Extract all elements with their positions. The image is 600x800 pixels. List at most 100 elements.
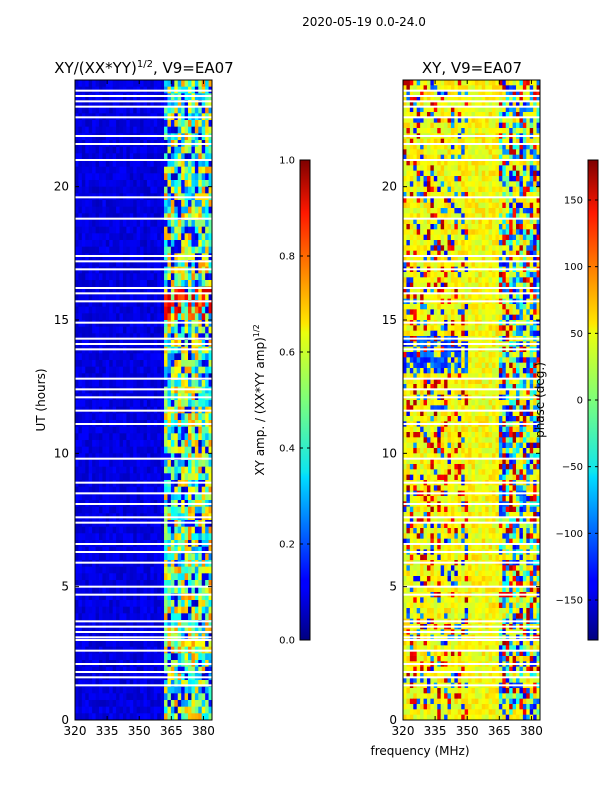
flagged-gap-line [403, 620, 540, 623]
flagged-gap-line [75, 585, 212, 588]
flagged-gap-line [75, 521, 212, 524]
flagged-gap-line [403, 593, 540, 596]
flagged-gap-line [403, 625, 540, 628]
y-tick-label: 10 [382, 446, 397, 460]
flagged-gap-line [75, 159, 212, 161]
flagged-gap-line [75, 300, 212, 303]
flagged-gap-line [75, 95, 212, 97]
colorbar-tick-label: 50 [570, 329, 583, 340]
flagged-gap-line [75, 551, 212, 553]
left-heatmap-frame [74, 79, 213, 721]
flagged-gap-line [75, 196, 212, 199]
amplitude-colorbar-ticks: 0.0 0.2 0.4 0.6 0.8 1.0 [279, 156, 310, 647]
flagged-gap-line [75, 396, 212, 399]
y-tick-label: 5 [389, 580, 397, 594]
x-tick-label: 320 [392, 724, 415, 738]
right-heatmap-frame [402, 79, 541, 721]
flagged-gap-line [75, 636, 212, 639]
flagged-gap-line [75, 625, 212, 628]
left-axes: 320 335 350 365 380 0 5 10 15 20 [54, 80, 215, 738]
y-tick-label: 15 [54, 313, 69, 327]
flagged-gap-line [75, 100, 212, 103]
flagged-gap-line [403, 388, 540, 391]
x-tick-label: 350 [128, 724, 151, 738]
flagged-gap-line [75, 260, 212, 263]
flagged-gap-line [75, 348, 212, 351]
right-heatmap [403, 80, 541, 721]
flagged-gap-line [403, 585, 540, 588]
flagged-gap-line [403, 636, 540, 639]
flagged-gap-line [75, 377, 212, 380]
flagged-gap-line [403, 684, 540, 687]
flagged-gap-line [403, 551, 540, 553]
colorbar-tick-label: 0.8 [279, 252, 295, 263]
flagged-gap-line [403, 671, 540, 673]
flagged-gap-line [403, 631, 540, 633]
colorbar-tick-label: 100 [564, 262, 583, 273]
y-tick-label: 15 [382, 313, 397, 327]
flagged-gap-line [403, 663, 540, 665]
flagged-gap-line [75, 388, 212, 391]
flagged-gap-line [403, 639, 540, 641]
colorbar-tick-label: 0.4 [279, 444, 295, 455]
flagged-gap-line [403, 492, 540, 495]
flagged-gap-line [403, 196, 540, 199]
flagged-gap-line [75, 649, 212, 652]
colorbar-tick-label: 0.0 [279, 636, 295, 647]
flagged-gap-line [75, 89, 212, 92]
y-tick-label: 0 [389, 713, 397, 727]
x-tick-label: 365 [160, 724, 183, 738]
flagged-gap-line [403, 409, 540, 412]
flagged-gap-line [75, 292, 212, 295]
flagged-gap-line [75, 217, 212, 220]
flagged-gap-line [403, 676, 540, 679]
flagged-gap-line [75, 561, 212, 564]
y-tick-label: 0 [61, 713, 69, 727]
colorbar-tick-label: 150 [564, 196, 583, 207]
x-tick-label: 380 [520, 724, 543, 738]
flagged-gap-line [403, 377, 540, 380]
x-tick-label: 320 [64, 724, 87, 738]
x-tick-label: 335 [424, 724, 447, 738]
flagged-gap-line [75, 457, 212, 460]
flagged-gap-line [403, 159, 540, 161]
right-panel-title: XY, V9=EA07 [422, 59, 522, 77]
flagged-gap-line [75, 676, 212, 679]
x-tick-label: 335 [96, 724, 119, 738]
colorbar-tick-label: 0.2 [279, 540, 295, 551]
flagged-gap-line [75, 343, 212, 345]
flagged-gap-line [403, 95, 540, 97]
colorbar-tick-label: 0.6 [279, 348, 295, 359]
right-axes: 320 335 350 365 380 0 5 10 15 20 [382, 80, 543, 738]
colorbar-tick-label: −100 [556, 529, 583, 540]
y-tick-label: 10 [54, 446, 69, 460]
flagged-gap-line [403, 105, 540, 108]
flagged-gap-line [75, 268, 212, 271]
colorbar-tick-label: −150 [556, 596, 583, 607]
flagged-gap-line [403, 292, 540, 295]
flagged-gap-line [403, 561, 540, 564]
flagged-gap-line [75, 105, 212, 108]
phase-colorbar-ticks: 150 100 50 0 −50 −100 −150 [556, 196, 598, 607]
flagged-gap-line [403, 521, 540, 524]
colorbar-tick-label: −50 [562, 462, 583, 473]
flagged-gap-line [403, 348, 540, 351]
flagged-gap-line [75, 671, 212, 673]
flagged-gap-line [403, 457, 540, 460]
flagged-gap-line [403, 255, 540, 257]
flagged-gap-line [403, 503, 540, 505]
flagged-gap-line [75, 423, 212, 425]
x-tick-label: 350 [456, 724, 479, 738]
flagged-gap-line [403, 143, 540, 145]
y-tick-label: 20 [382, 180, 397, 194]
flagged-gap-line [403, 337, 540, 340]
flagged-gap-line [75, 684, 212, 687]
flagged-gap-line [403, 481, 540, 484]
colorbar-tick-label: 0 [577, 396, 583, 407]
flagged-gap-line [75, 481, 212, 484]
x-tick-label: 380 [192, 724, 215, 738]
flagged-gap-line [75, 116, 212, 119]
y-tick-label: 5 [61, 580, 69, 594]
flagged-gap-line [75, 321, 212, 324]
